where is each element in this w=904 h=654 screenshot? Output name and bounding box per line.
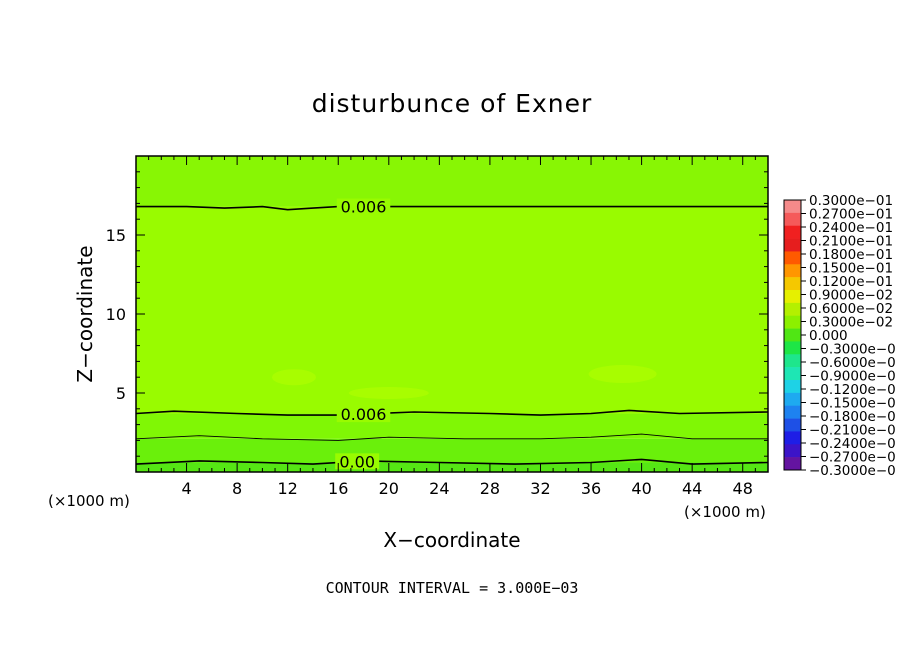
x-unit-left: (×1000 m) (48, 492, 130, 510)
colorbar-label: 0.1500e−01 (809, 261, 893, 277)
colorbar-label: −0.2400e−0 (809, 436, 896, 452)
y-axis-label: Z−coordinate (73, 245, 97, 382)
colorbar-swatch (784, 238, 801, 252)
colorbar-label: 0.3000e−02 (809, 315, 893, 331)
x-tick-label: 12 (278, 479, 298, 498)
colorbar-label: −0.3000e−0 (809, 342, 896, 358)
colorbar-label: 0.000 (809, 328, 848, 344)
chart-title: disturbunce of Exner (312, 89, 593, 118)
y-tick-label: 5 (116, 384, 126, 403)
colorbar-swatch (784, 251, 801, 265)
colorbar-label: −0.1200e−0 (809, 382, 896, 398)
x-tick-label: 16 (328, 479, 348, 498)
contour-interval-footer: CONTOUR INTERVAL = 3.000E−03 (326, 579, 579, 597)
contour-line-0 (135, 458, 769, 465)
contour-label-0: 0.00 (339, 452, 375, 471)
colorbar-swatch (784, 225, 801, 239)
x-unit-right: (×1000 m) (684, 503, 766, 521)
contour-label-3: 0.006 (341, 198, 387, 217)
colorbar-swatch (784, 354, 801, 368)
colorbar-swatch (784, 380, 801, 394)
x-tick-label: 44 (682, 479, 702, 498)
colorbar-swatch (784, 444, 801, 458)
contour-line-3 (136, 205, 768, 211)
colorbar-swatch (784, 264, 801, 278)
y-tick-label: 15 (106, 226, 126, 245)
colorbar-label: 0.1200e−01 (809, 274, 893, 290)
colorbar-label: 0.2400e−01 (809, 220, 893, 236)
y-tick-label: 10 (106, 305, 126, 324)
fill-band-3 (136, 206, 768, 414)
colorbar: 0.3000e−010.2700e−010.2400e−010.2100e−01… (783, 193, 896, 479)
light-patch-0 (272, 369, 316, 386)
colorbar-swatch (784, 431, 801, 445)
colorbar-swatch (784, 277, 801, 291)
colorbar-swatch (784, 200, 801, 214)
colorbar-swatch (784, 328, 801, 342)
colorbar-label: 0.1800e−01 (809, 247, 893, 263)
contour-label-bg-2 (336, 406, 391, 423)
x-tick-label: 48 (733, 479, 753, 498)
colorbar-label: −0.6000e−0 (809, 355, 896, 371)
colorbar-swatch (784, 457, 801, 471)
fill-band-1 (136, 438, 768, 463)
colorbar-label: 0.2700e−01 (809, 207, 893, 223)
colorbar-swatch (784, 302, 801, 317)
colorbar-label: 0.2100e−01 (809, 234, 893, 250)
highlight-blobs (272, 365, 657, 399)
x-tick-label: 20 (379, 479, 399, 498)
colorbar-label: 0.3000e−01 (809, 193, 893, 209)
x-tick-label: 4 (181, 479, 191, 498)
fill-band-2 (136, 413, 768, 439)
colorbar-label: −0.1500e−0 (809, 396, 896, 412)
colorbar-label: −0.1800e−0 (809, 409, 896, 425)
x-axis-label: X−coordinate (383, 528, 520, 552)
contour-line-1 (135, 433, 768, 441)
light-patch-1 (588, 365, 657, 384)
colorbar-swatch (784, 405, 801, 419)
colorbar-label: −0.9000e−0 (809, 369, 896, 385)
light-patch-2 (348, 387, 429, 399)
colorbar-swatch (784, 290, 801, 304)
colorbar-label: −0.2700e−0 (809, 450, 896, 466)
colorbar-label: −0.2100e−0 (809, 423, 896, 439)
colorbar-label: 0.9000e−02 (809, 288, 893, 304)
contour-line-2 (135, 409, 769, 416)
contour-label-bg-3 (336, 198, 391, 215)
colorbar-swatch (784, 418, 801, 432)
x-tick-label: 32 (530, 479, 550, 498)
x-tick-label: 40 (631, 479, 651, 498)
fill-bands (136, 156, 768, 472)
y-ticks: 5 10 15 (106, 171, 768, 457)
fill-band-4 (136, 156, 768, 207)
colorbar-swatch (784, 315, 801, 329)
x-tick-label: 36 (581, 479, 601, 498)
x-ticks: 4 8 12 16 20 24 28 32 36 40 44 48 (148, 156, 756, 498)
x-tick-label: 24 (429, 479, 449, 498)
x-tick-label: 8 (232, 479, 242, 498)
colorbar-swatch (784, 212, 801, 227)
contour-label-bg-0 (335, 453, 380, 470)
colorbar-swatch (784, 392, 801, 407)
colorbar-label: −0.3000e−0 (809, 463, 896, 479)
contour-label-2: 0.006 (341, 405, 387, 424)
fill-band-0 (136, 462, 768, 472)
colorbar-swatch (784, 341, 801, 355)
colorbar-swatch (784, 367, 801, 381)
contour-lines: 0.00 0.006 0.006 (135, 198, 769, 471)
colorbar-label: 0.6000e−02 (809, 301, 893, 317)
x-tick-label: 28 (480, 479, 500, 498)
